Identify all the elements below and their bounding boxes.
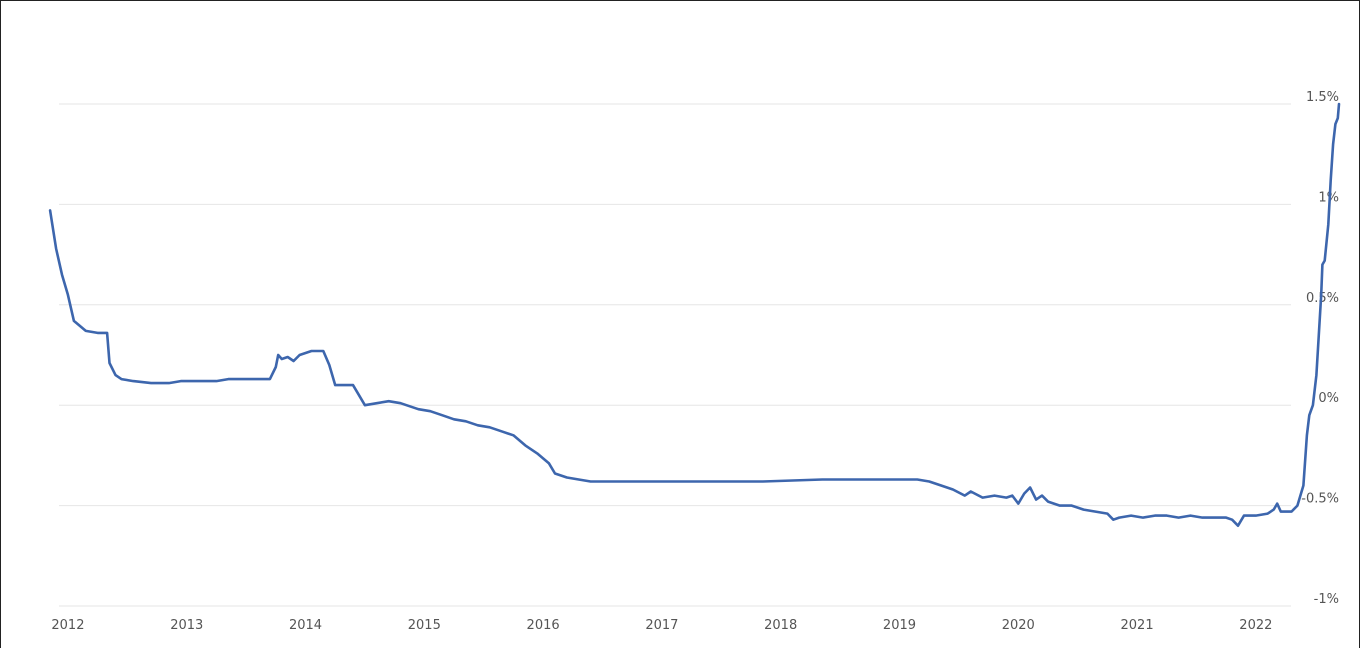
x-tick-label: 2013 — [170, 618, 203, 633]
y-tick-label: 1.5% — [1306, 90, 1339, 105]
x-tick-label: 2019 — [883, 618, 916, 633]
x-tick-label: 2020 — [1002, 618, 1035, 633]
x-tick-label: 2018 — [764, 618, 797, 633]
y-axis-tick-labels: 1.5%1%0.5%0%-0.5%-1% — [1301, 90, 1339, 607]
y-tick-label: -1% — [1314, 592, 1339, 607]
y-tick-label: 0% — [1318, 391, 1339, 406]
x-tick-label: 2015 — [408, 618, 441, 633]
x-tick-label: 2014 — [289, 618, 322, 633]
y-tick-label: -0.5% — [1301, 492, 1339, 507]
gridlines — [59, 103, 1291, 607]
x-tick-label: 2022 — [1239, 618, 1272, 633]
x-tick-label: 2012 — [51, 618, 84, 633]
x-tick-label: 2016 — [527, 618, 560, 633]
x-tick-label: 2021 — [1121, 618, 1154, 633]
x-axis-tick-labels: 2012 2013 2014 2015 2016 2017 2018 2019 2020 2021… — [51, 618, 1272, 633]
y-tick-label: 0.5% — [1306, 291, 1339, 306]
x-tick-label: 2017 — [645, 618, 678, 633]
series-layer — [48, 102, 1341, 527]
series-line — [48, 102, 1341, 527]
